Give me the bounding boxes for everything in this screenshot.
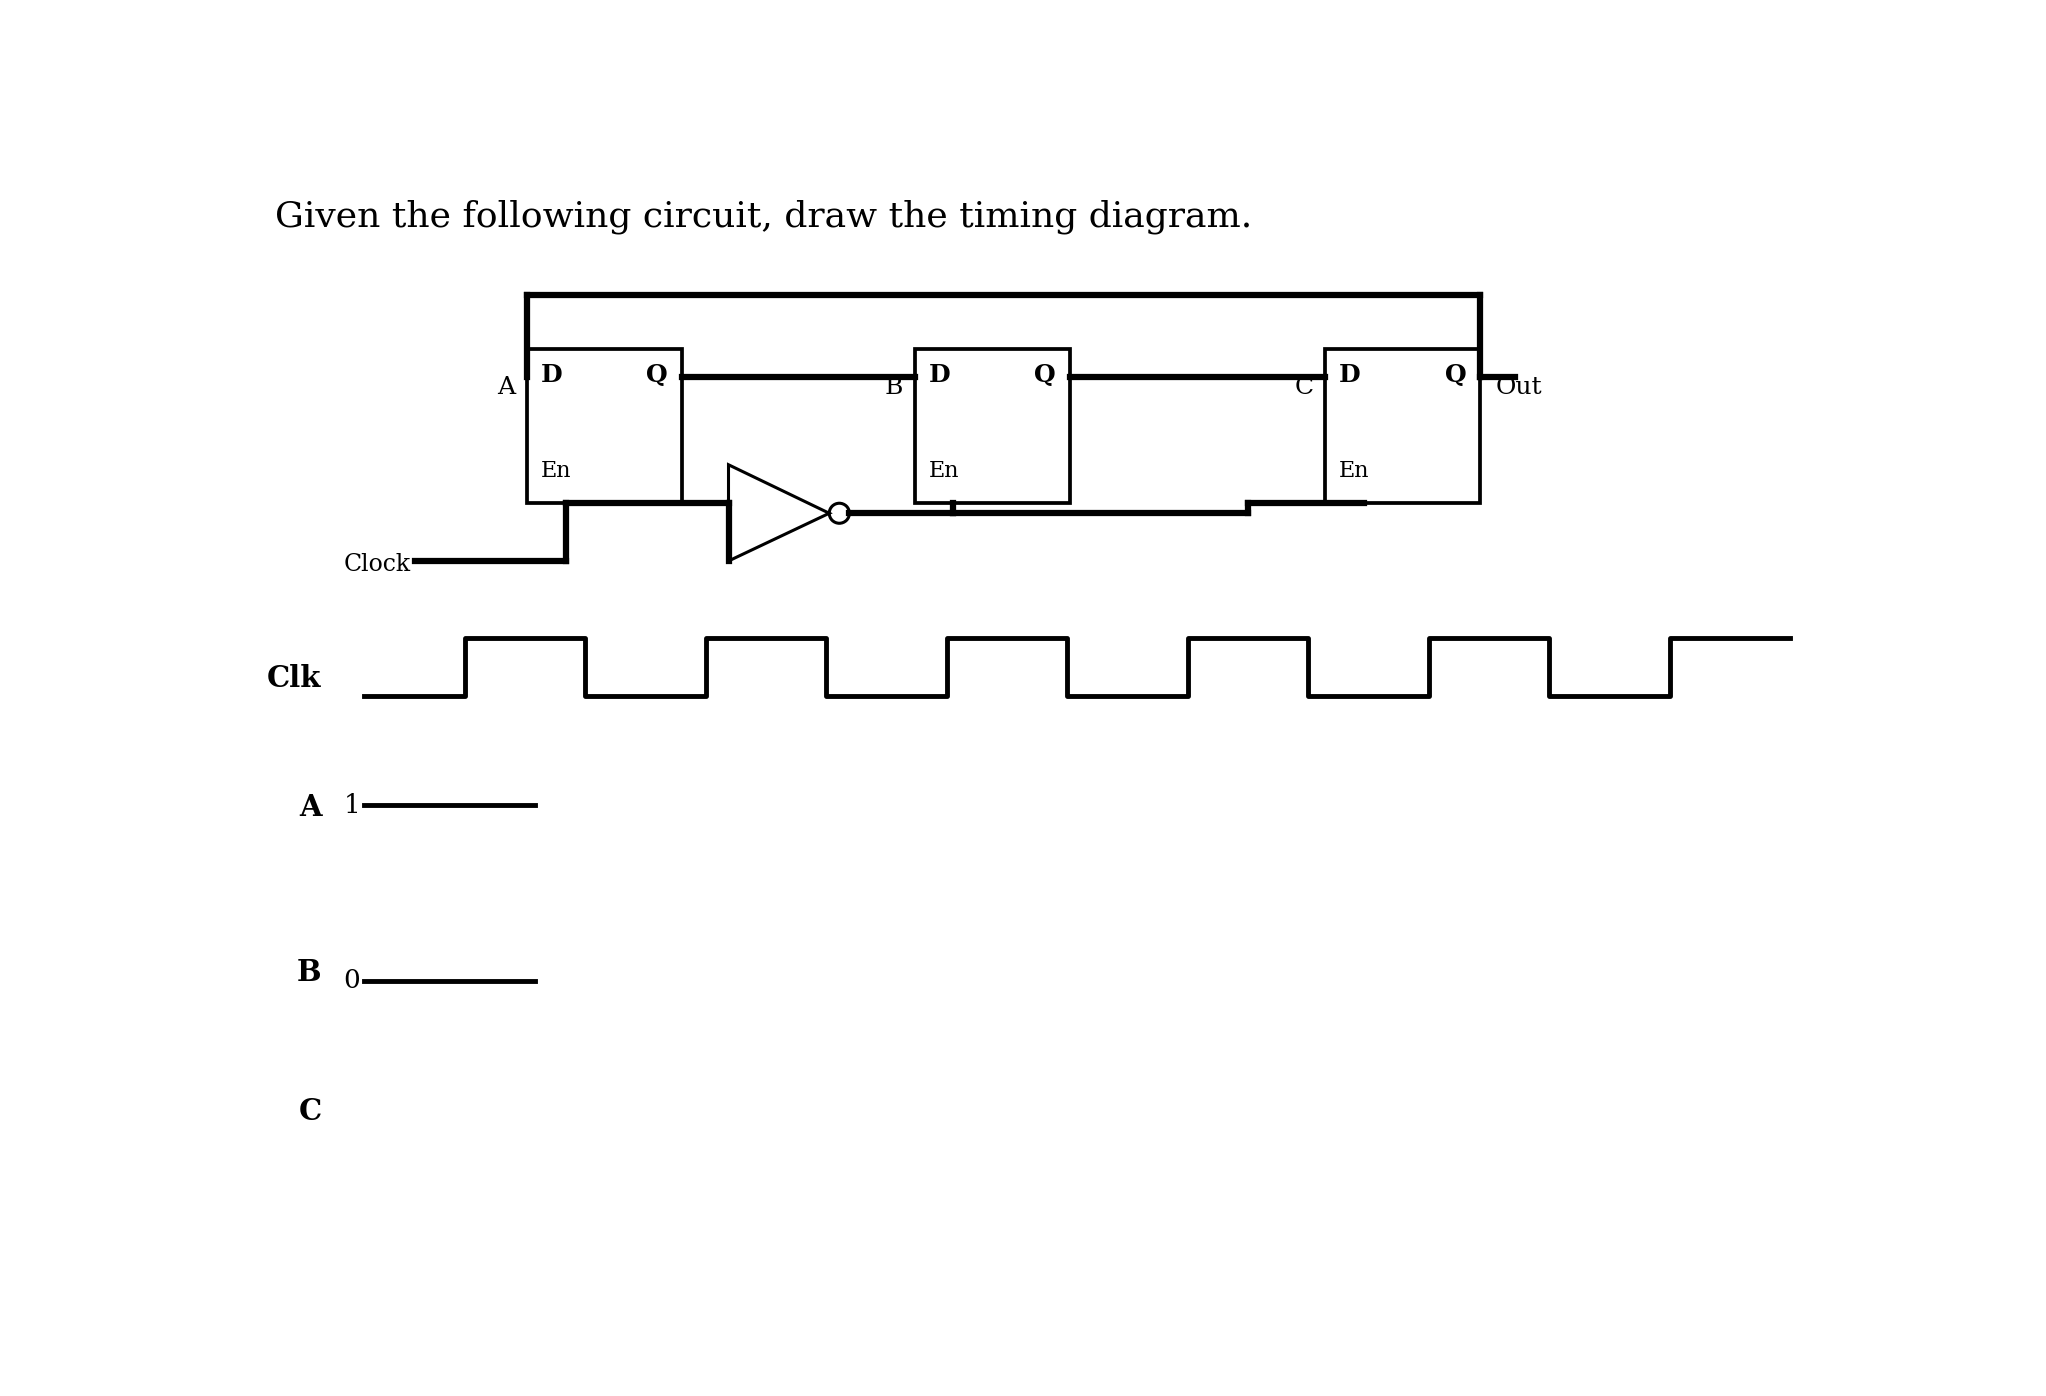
Text: En: En (929, 459, 960, 482)
Text: En: En (1340, 459, 1369, 482)
Text: Clk: Clk (268, 664, 321, 692)
Text: Q: Q (1033, 363, 1056, 387)
Text: En: En (540, 459, 571, 482)
Text: D: D (929, 363, 949, 387)
Text: Q: Q (647, 363, 669, 387)
Bar (1326, 349, 1479, 503)
Text: B: B (884, 376, 902, 399)
Text: D: D (1340, 363, 1361, 387)
Text: Out: Out (1496, 376, 1543, 399)
Text: 0: 0 (344, 969, 360, 993)
Text: C: C (299, 1097, 321, 1127)
Text: C: C (1295, 376, 1314, 399)
Text: 1: 1 (344, 793, 360, 818)
Text: B: B (297, 959, 321, 987)
Text: A: A (497, 376, 516, 399)
Bar (528, 349, 681, 503)
Text: D: D (540, 363, 563, 387)
Bar (915, 349, 1070, 503)
Text: Given the following circuit, draw the timing diagram.: Given the following circuit, draw the ti… (274, 200, 1252, 233)
Text: Clock: Clock (344, 553, 411, 577)
Text: Q: Q (1444, 363, 1467, 387)
Text: A: A (299, 793, 321, 822)
